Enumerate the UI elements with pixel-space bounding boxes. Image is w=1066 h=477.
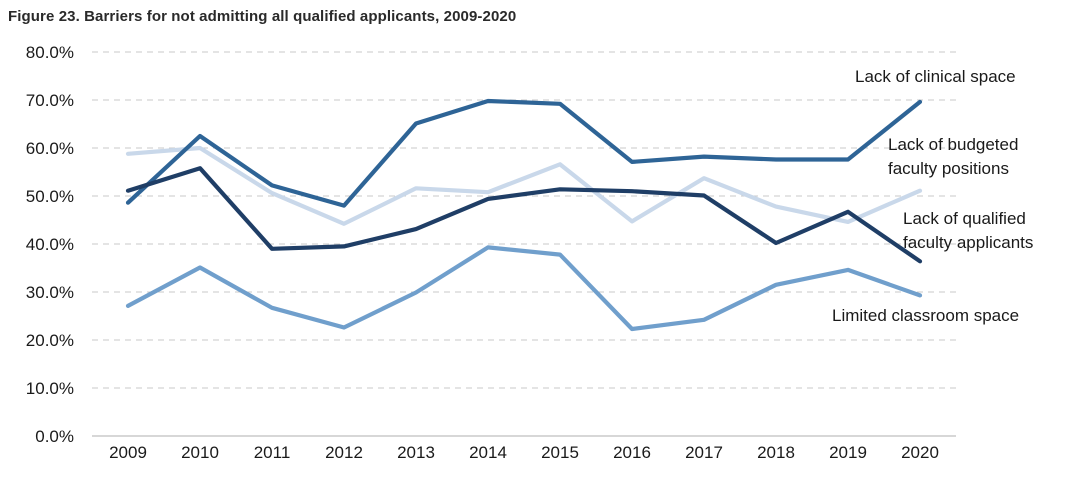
series-label: Limited classroom space: [832, 306, 1019, 325]
x-tick-label: 2012: [325, 443, 363, 462]
gridlines: [92, 51, 956, 437]
x-tick-label: 2020: [901, 443, 939, 462]
x-tick-label: 2010: [181, 443, 219, 462]
series-label: faculty applicants: [903, 233, 1033, 252]
x-tick-label: 2009: [109, 443, 147, 462]
series-labels: Lack of clinical space Lack of budgeted fa…: [832, 67, 1033, 325]
series-label: Lack of qualified: [903, 209, 1026, 228]
x-tick-label: 2015: [541, 443, 579, 462]
y-tick-label: 40.0%: [26, 235, 74, 254]
x-tick-label: 2019: [829, 443, 867, 462]
series-line-limited-classroom-space: [125, 245, 923, 332]
y-tick-label: 50.0%: [26, 187, 74, 206]
figure-title: Figure 23. Barriers for not admitting al…: [8, 8, 517, 25]
y-tick-label: 80.0%: [26, 43, 74, 62]
series-label: faculty positions: [888, 159, 1009, 178]
x-tick-label: 2011: [254, 443, 291, 462]
x-tick-label: 2016: [613, 443, 651, 462]
y-tick-label: 60.0%: [26, 139, 74, 158]
y-tick-label: 0.0%: [35, 427, 74, 446]
series-lines: [125, 98, 923, 332]
series-label: Lack of clinical space: [855, 67, 1016, 86]
y-tick-label: 10.0%: [26, 379, 74, 398]
series-line-lack-of-qualified-faculty-applicants: [125, 166, 923, 264]
x-tick-label: 2014: [469, 443, 507, 462]
series-line-lack-of-budgeted-faculty-positions: [125, 145, 923, 226]
y-tick-label: 30.0%: [26, 283, 74, 302]
x-tick-label: 2018: [757, 443, 795, 462]
y-tick-label: 20.0%: [26, 331, 74, 350]
x-tick-label: 2017: [685, 443, 723, 462]
y-tick-label: 70.0%: [26, 91, 74, 110]
y-axis-ticks: 0.0% 10.0% 20.0% 30.0% 40.0% 50.0% 60.0% 70.0% 8…: [26, 43, 74, 446]
x-axis-ticks: 2009 2010 2011 2012 2013 2014 2015 2016 2017 2018…: [109, 443, 939, 462]
series-label: Lack of budgeted: [888, 135, 1018, 154]
x-tick-label: 2013: [397, 443, 435, 462]
series-line-lack-of-clinical-space: [125, 98, 923, 208]
